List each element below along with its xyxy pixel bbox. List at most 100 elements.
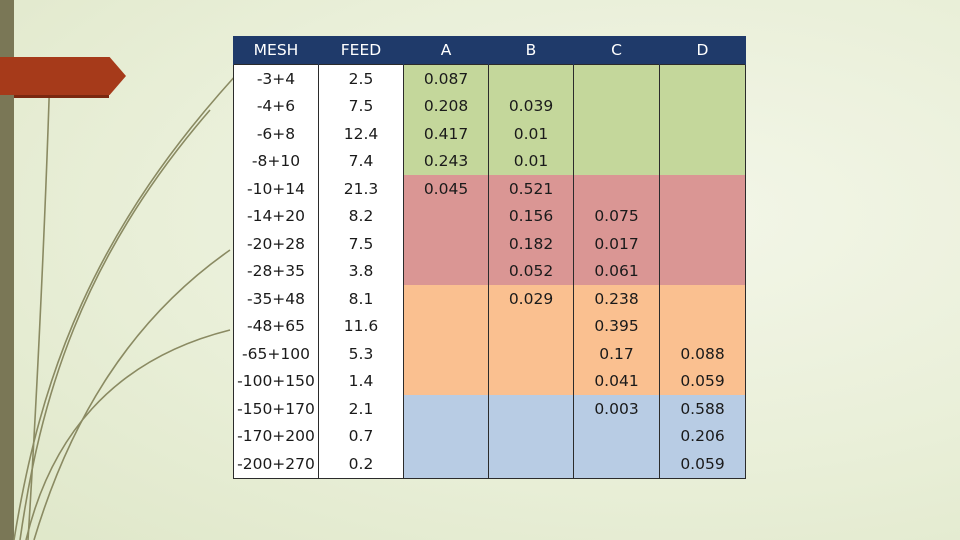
table-row: -4+6 7.5 0.208 0.039 (233, 92, 746, 120)
table-row: -6+8 12.4 0.417 0.01 (233, 120, 746, 148)
feed-cell: 7.4 (318, 147, 404, 175)
b-cell (488, 422, 574, 450)
table-row: -8+10 7.4 0.243 0.01 (233, 147, 746, 175)
c-cell: 0.238 (573, 285, 660, 313)
mesh-cell: -28+35 (233, 257, 319, 285)
decor-line-2 (19, 109, 211, 540)
b-cell (488, 64, 574, 93)
table-row: -150+170 2.1 0.003 0.588 (233, 395, 746, 423)
b-cell: 0.182 (488, 230, 574, 258)
mesh-cell: -4+6 (233, 92, 319, 120)
header-b: B (488, 36, 574, 65)
d-cell (659, 257, 746, 285)
a-cell (403, 202, 489, 230)
c-cell: 0.041 (573, 367, 660, 395)
d-cell (659, 312, 746, 340)
d-cell: 0.059 (659, 367, 746, 395)
d-cell (659, 175, 746, 203)
b-cell: 0.01 (488, 120, 574, 148)
decor-line-4 (33, 249, 231, 540)
c-cell (573, 450, 660, 479)
d-cell (659, 230, 746, 258)
mesh-cell: -14+20 (233, 202, 319, 230)
d-cell: 0.206 (659, 422, 746, 450)
a-cell (403, 367, 489, 395)
d-cell (659, 92, 746, 120)
mesh-cell: -8+10 (233, 147, 319, 175)
feed-cell: 8.1 (318, 285, 404, 313)
feed-cell: 11.6 (318, 312, 404, 340)
a-cell: 0.208 (403, 92, 489, 120)
b-cell (488, 312, 574, 340)
c-cell (573, 147, 660, 175)
b-cell: 0.521 (488, 175, 574, 203)
b-cell (488, 340, 574, 368)
mesh-cell: -6+8 (233, 120, 319, 148)
b-cell: 0.052 (488, 257, 574, 285)
decorative-lines (13, 59, 251, 540)
table-body: -3+4 2.5 0.087 -4+6 7.5 0.208 0.039 -6+8 12.4 0.4… (233, 64, 746, 479)
feed-cell: 1.4 (318, 367, 404, 395)
c-cell: 0.017 (573, 230, 660, 258)
a-cell: 0.045 (403, 175, 489, 203)
a-cell (403, 450, 489, 479)
mesh-cell: -170+200 (233, 422, 319, 450)
d-cell (659, 64, 746, 93)
feed-cell: 8.2 (318, 202, 404, 230)
mesh-distribution-table: MESH FEED A B C D -3+4 2.5 0.087 -4+6 7.5 0.2… (233, 36, 746, 479)
header-mesh: MESH (233, 36, 319, 65)
left-accent-bar (0, 0, 14, 540)
header-a: A (403, 36, 489, 65)
c-cell: 0.17 (573, 340, 660, 368)
decor-line-3 (27, 69, 51, 540)
a-cell (403, 230, 489, 258)
table-row: -28+35 3.8 0.052 0.061 (233, 257, 746, 285)
a-cell (403, 395, 489, 423)
d-cell: 0.588 (659, 395, 746, 423)
header-c: C (573, 36, 660, 65)
feed-cell: 7.5 (318, 92, 404, 120)
c-cell: 0.061 (573, 257, 660, 285)
feed-cell: 21.3 (318, 175, 404, 203)
table-row: -170+200 0.7 0.206 (233, 422, 746, 450)
feed-cell: 12.4 (318, 120, 404, 148)
mesh-cell: -150+170 (233, 395, 319, 423)
mesh-cell: -48+65 (233, 312, 319, 340)
feed-cell: 2.1 (318, 395, 404, 423)
a-cell (403, 285, 489, 313)
d-cell (659, 202, 746, 230)
c-cell (573, 120, 660, 148)
a-cell: 0.087 (403, 64, 489, 93)
b-cell (488, 450, 574, 479)
d-cell (659, 120, 746, 148)
table-row: -65+100 5.3 0.17 0.088 (233, 340, 746, 368)
header-row: MESH FEED A B C D (233, 36, 746, 65)
header-d: D (659, 36, 746, 65)
table-row: -14+20 8.2 0.156 0.075 (233, 202, 746, 230)
c-cell (573, 92, 660, 120)
d-cell (659, 285, 746, 313)
d-cell: 0.059 (659, 450, 746, 479)
feed-cell: 5.3 (318, 340, 404, 368)
arrow-shadow (14, 95, 109, 98)
feed-cell: 3.8 (318, 257, 404, 285)
d-cell: 0.088 (659, 340, 746, 368)
b-cell: 0.156 (488, 202, 574, 230)
c-cell (573, 422, 660, 450)
d-cell (659, 147, 746, 175)
b-cell (488, 395, 574, 423)
mesh-cell: -200+270 (233, 450, 319, 479)
b-cell (488, 367, 574, 395)
feed-cell: 7.5 (318, 230, 404, 258)
c-cell: 0.395 (573, 312, 660, 340)
mesh-cell: -3+4 (233, 64, 319, 93)
a-cell: 0.417 (403, 120, 489, 148)
table-row: -3+4 2.5 0.087 (233, 64, 746, 93)
feed-cell: 0.7 (318, 422, 404, 450)
mesh-cell: -100+150 (233, 367, 319, 395)
a-cell (403, 340, 489, 368)
b-cell: 0.029 (488, 285, 574, 313)
a-cell (403, 422, 489, 450)
table-row: -200+270 0.2 0.059 (233, 450, 746, 479)
a-cell (403, 312, 489, 340)
